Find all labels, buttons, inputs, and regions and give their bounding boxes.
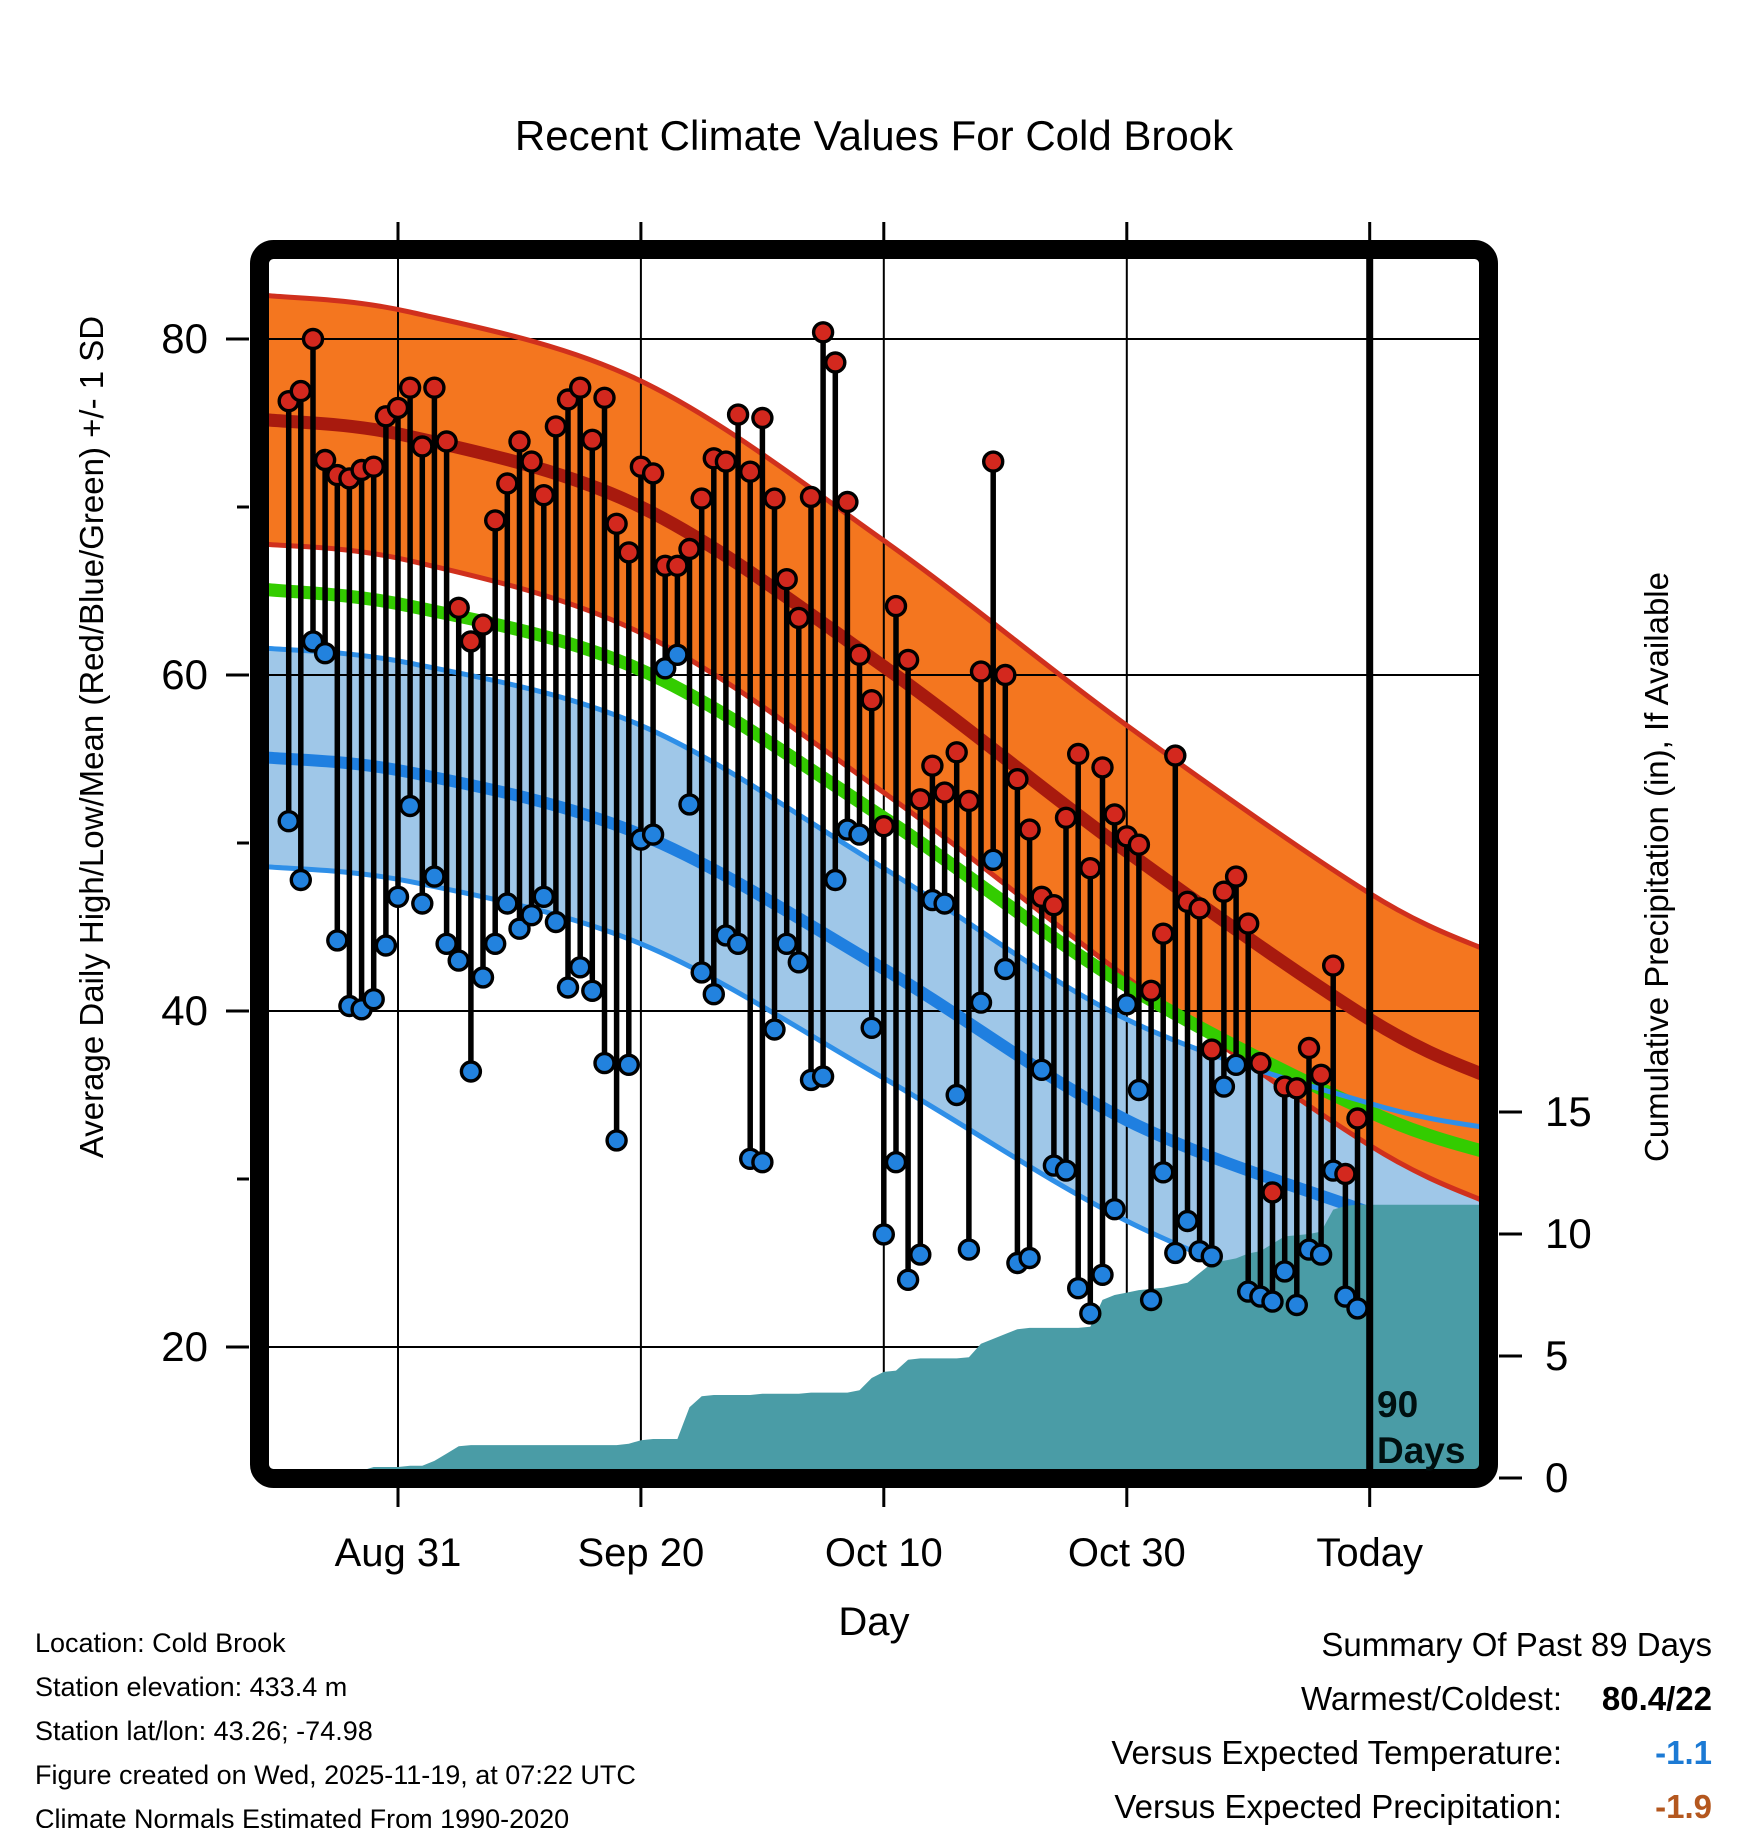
y-left-axis-title: Average Daily High/Low/Mean (Red/Blue/Gr… — [73, 315, 110, 1159]
summary-value-vs-precipitation: -1.9 — [1655, 1788, 1712, 1825]
y-right-tick-label: 0 — [1545, 1454, 1568, 1501]
y-right-axis-title: Cumulative Precipitation (in), If Availa… — [1638, 572, 1675, 1163]
daily-stems — [285, 332, 1361, 1314]
tick-labels: Aug 31 Sep 20 Oct 10 Oct 30 Today 80 60 40 20 15 1… — [161, 315, 1591, 1575]
summary-row-vs-temperature: Versus Expected Temperature: -1.1 — [1111, 1726, 1712, 1780]
x-tick-label: Aug 31 — [335, 1531, 462, 1575]
period-90-days-line2: Days — [1377, 1430, 1466, 1471]
summary-row-warmest-coldest: Warmest/Coldest: 80.4/22 — [1111, 1672, 1712, 1726]
station-latlon: Station lat/lon: 43.26; -74.98 — [35, 1716, 373, 1746]
axis-ticks — [226, 222, 1522, 1507]
plot-frame — [250, 240, 1498, 1488]
x-tick-label: Oct 30 — [1068, 1531, 1186, 1575]
precip-area — [363, 1204, 1480, 1470]
summary-label: Versus Expected Temperature: — [1111, 1734, 1562, 1771]
summary-value-warmest-coldest: 80.4/22 — [1601, 1680, 1712, 1717]
x-axis-title: Day — [838, 1600, 910, 1644]
x-tick-label: Oct 10 — [825, 1531, 943, 1575]
summary-label: Warmest/Coldest: — [1300, 1680, 1562, 1717]
y-left-tick-label: 60 — [161, 651, 208, 698]
period-90-days-line1: 90 — [1377, 1384, 1419, 1425]
summary-title: Summary Of Past 89 Days — [1321, 1626, 1712, 1663]
y-right-tick-label: 5 — [1545, 1332, 1568, 1379]
y-left-tick-label: 80 — [161, 315, 208, 362]
y-right-tick-label: 10 — [1545, 1210, 1592, 1257]
climate-normals-note: Climate Normals Estimated From 1990-2020 — [35, 1804, 570, 1828]
chart-title: Recent Climate Values For Cold Brook — [514, 112, 1234, 159]
station-location: Location: Cold Brook — [35, 1628, 286, 1658]
figure-created: Figure created on Wed, 2025-11-19, at 07… — [35, 1760, 636, 1790]
period-90-days-annotation: 90 Days — [1377, 1382, 1465, 1474]
station-elevation: Station elevation: 433.4 m — [35, 1672, 348, 1702]
y-left-tick-label: 40 — [161, 987, 208, 1034]
summary-value-vs-temperature: -1.1 — [1655, 1734, 1712, 1771]
summary-label: Versus Expected Precipitation: — [1114, 1788, 1562, 1825]
x-tick-label: Sep 20 — [578, 1531, 705, 1575]
summary-block: Summary Of Past 89 Days Warmest/Coldest:… — [1111, 1618, 1712, 1828]
daily-dots — [277, 321, 1369, 1325]
y-left-tick-label: 20 — [161, 1323, 208, 1370]
x-tick-label: Today — [1316, 1531, 1423, 1575]
y-right-tick-label: 15 — [1545, 1088, 1592, 1135]
summary-row-vs-precipitation: Versus Expected Precipitation: -1.9 — [1111, 1780, 1712, 1828]
station-info: Location: Cold Brook Station elevation: … — [35, 1621, 636, 1828]
